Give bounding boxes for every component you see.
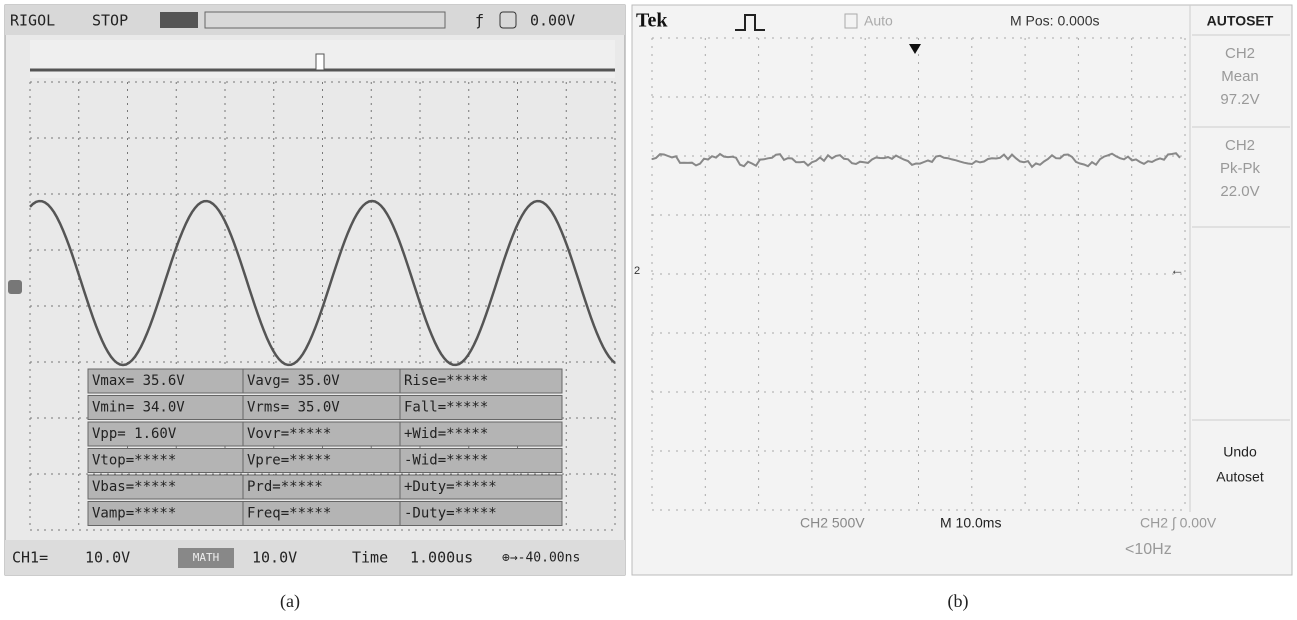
measurement: Freq=***** [247,506,331,522]
readout: CH2 [1225,137,1255,154]
measurement: Vovr=***** [247,426,331,442]
caption: (a) [280,591,300,612]
time-scale: M 10.0ms [940,515,1001,531]
menu-title: AUTOSET [1207,13,1274,29]
readout: 22.0V [1220,183,1259,200]
mode: Auto [864,13,893,29]
battery-icon [160,12,198,28]
measurement: -Wid=***** [404,453,488,469]
time-scale: 1.000us [410,549,473,567]
trigger: CH2 ∫ 0.00V [1140,515,1217,531]
readout: Mean [1221,68,1259,85]
measurement: +Duty=***** [404,479,497,495]
time-label: Time [352,549,388,567]
measurement: Vpp= 1.60V [92,426,177,442]
channel: CH1= [12,549,48,567]
undo-line: Undo [1223,444,1257,460]
ground-marker [8,280,22,294]
measurement: Vmin= 34.0V [92,400,185,416]
time-offset: ⊕→-40.00ns [502,551,580,566]
trigger-icon: ƒ [475,12,484,30]
trigger-level: 0.00V [530,12,575,30]
math-label: MATH [193,551,220,564]
status: STOP [92,12,128,30]
readout: CH2 [1225,45,1255,62]
readout: Pk-Pk [1220,160,1261,177]
measurement: Fall=***** [404,400,488,416]
math-scale: 10.0V [252,549,297,567]
measurement: Vavg= 35.0V [247,373,340,389]
measurement: -Duty=***** [404,506,497,522]
frequency: <10Hz [1125,541,1172,558]
channel-marker: 2 [634,265,640,277]
brand: Tek [636,10,668,32]
scope-b-frame [632,5,1292,575]
measurement: Vbas=***** [92,479,176,495]
readout: 97.2V [1220,91,1259,108]
measurement: Vrms= 35.0V [247,400,340,416]
measurement: Prd=***** [247,479,323,495]
measurement: Vmax= 35.6V [92,373,185,389]
measurement: Vtop=***** [92,453,176,469]
measurement: Vpre=***** [247,453,331,469]
trigger-marker [316,54,324,70]
measurement: Rise=***** [404,373,488,389]
channel-scale: CH2 500V [800,515,865,531]
trigger-level-marker: ← [1170,262,1184,278]
brand: RIGOL [10,12,55,30]
measurement: +Wid=***** [404,426,488,442]
measurement: Vamp=***** [92,506,176,522]
position: M Pos: 0.000s [1010,13,1100,29]
undo-line: Autoset [1216,469,1264,485]
figure: RIGOL STOP ƒ 0.00V Vmax= 35.6V Vavg= 35.0… [0,0,1297,620]
caption: (b) [948,591,969,612]
channel-scale: 10.0V [85,549,130,567]
